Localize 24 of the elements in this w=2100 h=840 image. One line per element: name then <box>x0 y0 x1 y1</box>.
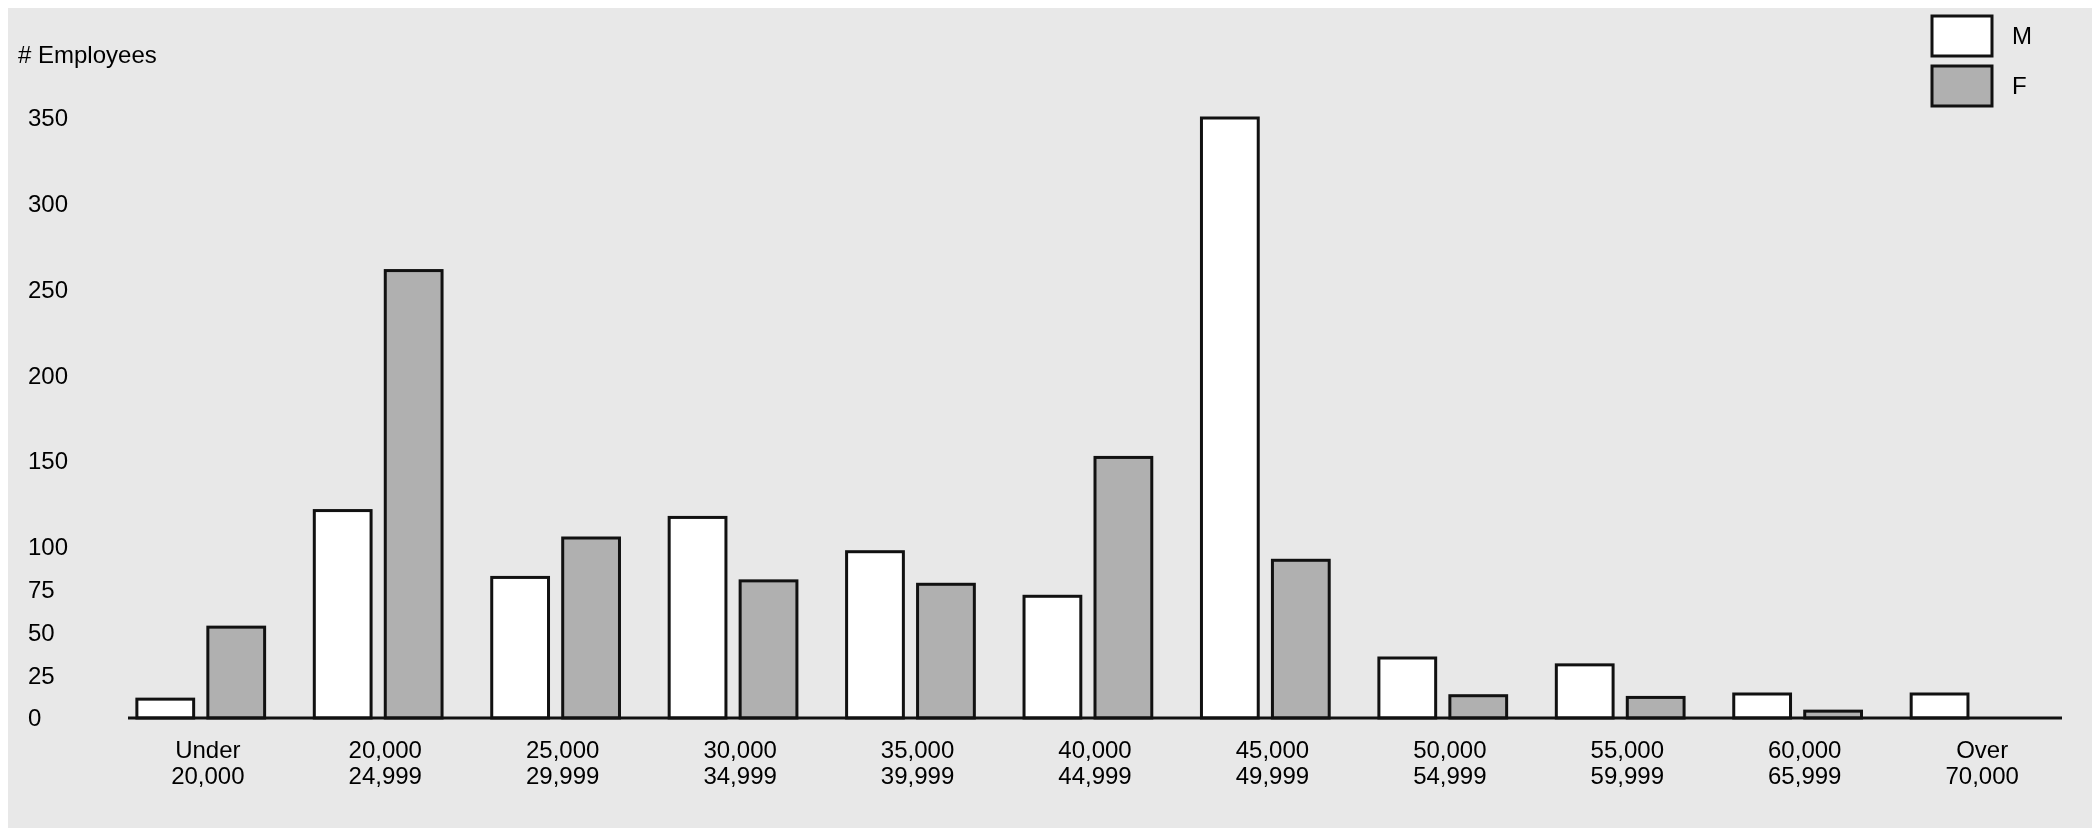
legend-label: F <box>2012 72 2027 100</box>
x-tick-label: 30,000 34,999 <box>703 736 777 790</box>
x-tick-label: 25,000 29,999 <box>526 736 600 790</box>
x-tick-label: Over 70,000 <box>1945 736 2019 790</box>
x-tick-label: 35,000 39,999 <box>880 736 955 790</box>
y-tick-label: 100 <box>28 532 69 560</box>
x-tick-label: 50,000 54,999 <box>1413 736 1487 790</box>
y-tick-label: 300 <box>28 190 69 218</box>
y-tick-label: 250 <box>28 275 69 303</box>
y-axis-title: # Employees <box>18 41 157 68</box>
y-tick-label: 200 <box>28 361 69 389</box>
y-tick-label: 50 <box>28 618 55 646</box>
x-tick-label: Under 20,000 <box>171 736 245 790</box>
y-tick-label: 150 <box>28 447 69 475</box>
y-tick-label: 350 <box>28 104 69 132</box>
y-tick-label: 0 <box>28 704 42 732</box>
y-tick-label: 25 <box>28 661 55 689</box>
x-tick-label: 60,000 65,999 <box>1768 736 1842 790</box>
y-tick-label: 75 <box>28 575 55 603</box>
x-tick-label: 40,000 44,999 <box>1058 736 1132 790</box>
legend-label: M <box>2012 22 2032 50</box>
x-tick-label: 45,000 49,999 <box>1235 736 1310 790</box>
x-tick-label: 55,000 59,999 <box>1590 736 1664 790</box>
x-tick-label: 20,000 24,999 <box>348 736 422 790</box>
